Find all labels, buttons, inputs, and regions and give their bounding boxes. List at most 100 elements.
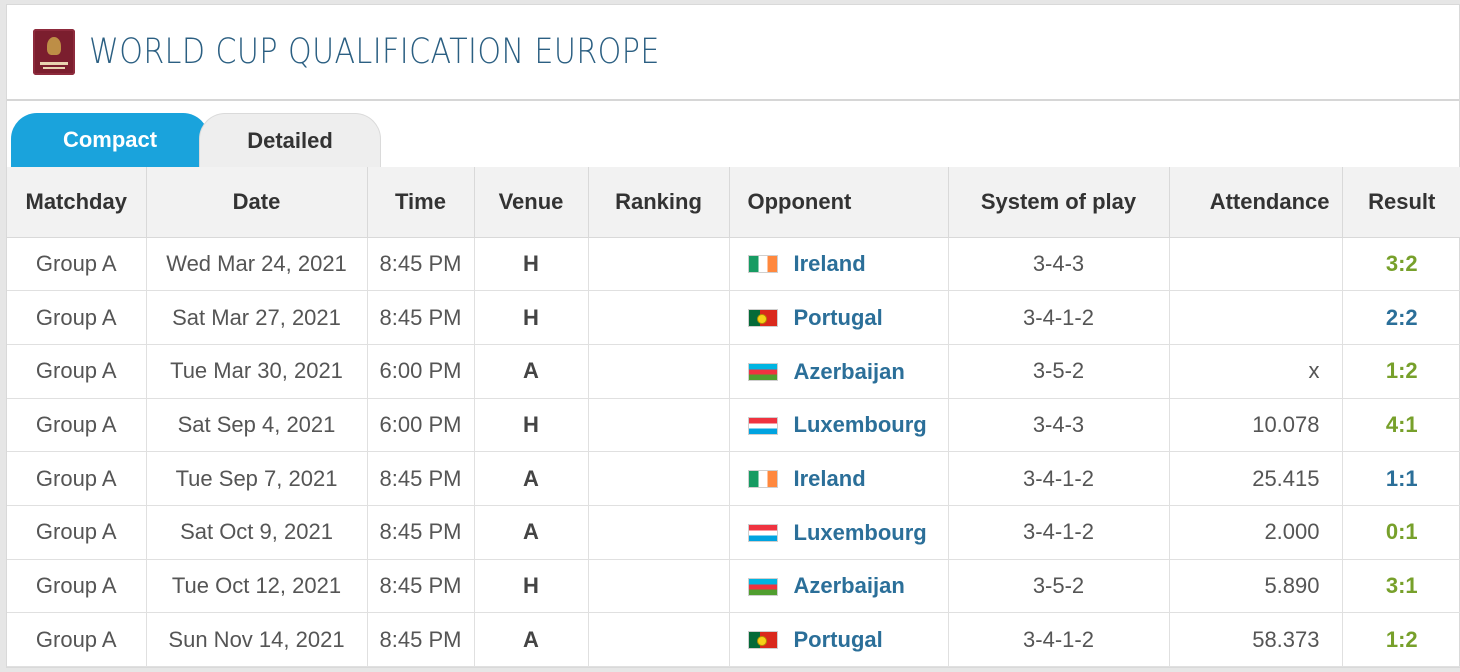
opponent-cell: Luxembourg <box>729 398 949 453</box>
system-of-play-cell: 3-4-1-2 <box>948 612 1170 667</box>
matchday-cell: Group A <box>7 559 147 614</box>
system-of-play-cell: 3-4-3 <box>948 398 1170 453</box>
competition-panel: WORLD CUP QUALIFICATION EUROPE Compact D… <box>6 4 1460 668</box>
result-link[interactable]: 1:2 <box>1342 344 1460 399</box>
venue-cell: H <box>474 398 589 453</box>
opponent-link[interactable]: Ireland <box>793 251 866 277</box>
column-header-attendance[interactable]: Attendance <box>1169 167 1343 238</box>
matchday-cell: Group A <box>7 344 147 399</box>
azerbaijan-flag-icon <box>747 577 778 596</box>
table-row: Group A Tue Oct 12, 2021 8:45 PM H Azerbaija… <box>7 559 1460 614</box>
table-row: Group A Sat Oct 9, 2021 8:45 PM A Luxembourg… <box>7 505 1460 560</box>
attendance-cell: 58.373 <box>1169 612 1343 667</box>
opponent-cell: Luxembourg <box>729 505 949 560</box>
azerbaijan-flag-icon <box>747 362 778 381</box>
column-header-time[interactable]: Time <box>367 167 475 238</box>
column-header-system-of-play[interactable]: System of play <box>948 167 1170 238</box>
attendance-cell <box>1169 237 1343 292</box>
opponent-link[interactable]: Ireland <box>793 466 866 492</box>
result-link[interactable]: 1:2 <box>1342 612 1460 667</box>
time-cell: 8:45 PM <box>367 237 475 292</box>
time-cell: 8:45 PM <box>367 505 475 560</box>
opponent-cell: Azerbaijan <box>729 344 949 399</box>
date-cell: Tue Oct 12, 2021 <box>146 559 368 614</box>
matchday-cell: Group A <box>7 451 147 506</box>
opponent-link[interactable]: Azerbaijan <box>793 573 905 599</box>
time-cell: 6:00 PM <box>367 344 475 399</box>
date-cell: Sat Oct 9, 2021 <box>146 505 368 560</box>
ranking-cell <box>588 612 730 667</box>
ranking-cell <box>588 344 730 399</box>
system-of-play-cell: 3-5-2 <box>948 344 1170 399</box>
column-header-matchday[interactable]: Matchday <box>7 167 147 238</box>
opponent-link[interactable]: Luxembourg <box>793 519 927 545</box>
date-cell: Tue Mar 30, 2021 <box>146 344 368 399</box>
matchday-cell: Group A <box>7 237 147 292</box>
table-row: Group A Sat Sep 4, 2021 6:00 PM H Luxembourg… <box>7 398 1460 453</box>
venue-cell: A <box>474 505 589 560</box>
column-header-ranking[interactable]: Ranking <box>588 167 730 238</box>
system-of-play-cell: 3-4-1-2 <box>948 505 1170 560</box>
result-link[interactable]: 1:1 <box>1342 451 1460 506</box>
opponent-cell: Ireland <box>729 451 949 506</box>
venue-cell: A <box>474 451 589 506</box>
fifa-world-cup-qualifiers-logo <box>33 29 75 75</box>
matchday-cell: Group A <box>7 612 147 667</box>
column-header-result[interactable]: Result <box>1342 167 1460 238</box>
ranking-cell <box>588 237 730 292</box>
ranking-cell <box>588 505 730 560</box>
opponent-cell: Azerbaijan <box>729 559 949 614</box>
matches-table: Matchday Date Time Venue Ranking Opponen… <box>7 167 1460 667</box>
tab-compact[interactable]: Compact <box>11 113 209 167</box>
venue-cell: H <box>474 290 589 345</box>
opponent-link[interactable]: Portugal <box>793 627 883 653</box>
portugal-flag-icon <box>747 631 778 650</box>
table-row: Group A Wed Mar 24, 2021 8:45 PM H Ireland 3-… <box>7 237 1460 292</box>
system-of-play-cell: 3-4-3 <box>948 237 1170 292</box>
opponent-cell: Ireland <box>729 237 949 292</box>
date-cell: Sat Mar 27, 2021 <box>146 290 368 345</box>
attendance-cell: 10.078 <box>1169 398 1343 453</box>
ireland-flag-icon <box>747 255 778 274</box>
ranking-cell <box>588 559 730 614</box>
venue-cell: H <box>474 559 589 614</box>
opponent-link[interactable]: Portugal <box>793 305 883 331</box>
ranking-cell <box>588 451 730 506</box>
time-cell: 6:00 PM <box>367 398 475 453</box>
matchday-cell: Group A <box>7 505 147 560</box>
table-row: Group A Sat Mar 27, 2021 8:45 PM H Portugal 3… <box>7 290 1460 345</box>
column-header-date[interactable]: Date <box>146 167 368 238</box>
attendance-cell: 2.000 <box>1169 505 1343 560</box>
result-link[interactable]: 3:2 <box>1342 237 1460 292</box>
page-title: WORLD CUP QUALIFICATION EUROPE <box>89 32 660 72</box>
attendance-cell: 25.415 <box>1169 451 1343 506</box>
time-cell: 8:45 PM <box>367 559 475 614</box>
result-link[interactable]: 3:1 <box>1342 559 1460 614</box>
venue-cell: A <box>474 344 589 399</box>
matchday-cell: Group A <box>7 290 147 345</box>
opponent-link[interactable]: Luxembourg <box>793 412 927 438</box>
column-header-venue[interactable]: Venue <box>474 167 589 238</box>
venue-cell: A <box>474 612 589 667</box>
opponent-cell: Portugal <box>729 290 949 345</box>
matchday-cell: Group A <box>7 398 147 453</box>
venue-cell: H <box>474 237 589 292</box>
result-link[interactable]: 2:2 <box>1342 290 1460 345</box>
luxembourg-flag-icon <box>747 416 778 435</box>
ranking-cell <box>588 290 730 345</box>
date-cell: Sun Nov 14, 2021 <box>146 612 368 667</box>
view-tabs: Compact Detailed <box>7 101 1459 167</box>
time-cell: 8:45 PM <box>367 290 475 345</box>
opponent-cell: Portugal <box>729 612 949 667</box>
column-header-opponent[interactable]: Opponent <box>729 167 949 238</box>
result-link[interactable]: 0:1 <box>1342 505 1460 560</box>
result-link[interactable]: 4:1 <box>1342 398 1460 453</box>
system-of-play-cell: 3-4-1-2 <box>948 290 1170 345</box>
tab-detailed[interactable]: Detailed <box>199 113 381 167</box>
attendance-cell: x <box>1169 344 1343 399</box>
opponent-link[interactable]: Azerbaijan <box>793 358 905 384</box>
system-of-play-cell: 3-4-1-2 <box>948 451 1170 506</box>
system-of-play-cell: 3-5-2 <box>948 559 1170 614</box>
competition-header: WORLD CUP QUALIFICATION EUROPE <box>7 5 1459 101</box>
date-cell: Tue Sep 7, 2021 <box>146 451 368 506</box>
